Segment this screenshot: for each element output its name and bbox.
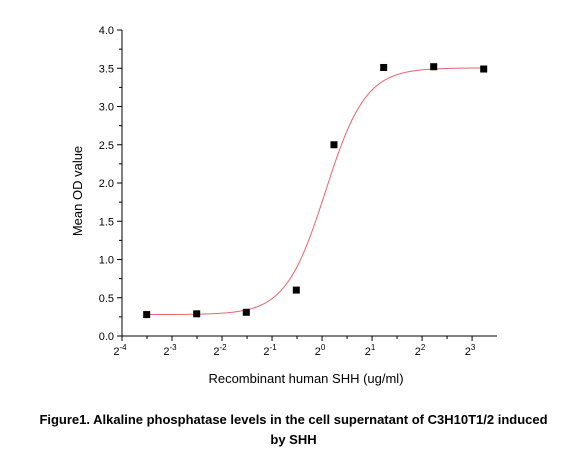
x-tick-label: 2-1 [263,343,277,358]
y-axis-label: Mean OD value [70,146,85,236]
y-axis-ticks: 0.0 0.5 1.0 1.5 2.0 2.5 3.0 3.5 4.0 [99,25,122,343]
data-point [430,63,438,71]
y-tick-label: 2.5 [99,140,114,152]
data-point [330,141,338,149]
y-tick-label: 2.0 [99,178,114,190]
x-tick-label: 2-2 [213,343,227,358]
y-tick-label: 3.5 [99,63,114,75]
x-tick-label: 2-3 [163,343,177,358]
data-point [143,311,151,319]
data-point [292,286,300,294]
axes [121,30,497,337]
x-axis-label: Recombinant human SHH (ug/ml) [208,371,403,386]
caption-line-1: Figure1. Alkaline phosphatase levels in … [39,412,548,427]
chart-area: 0.0 0.5 1.0 1.5 2.0 2.5 3.0 3.5 4.0 2-4 2-3 2-2 2-1… [70,25,497,386]
y-tick-label: 1.0 [99,255,114,267]
figure-caption: Figure1. Alkaline phosphatase levels in … [0,410,587,450]
data-point [480,65,488,73]
y-tick-label: 3.0 [99,102,114,114]
y-tick-label: 0.0 [99,331,114,343]
data-point [242,308,250,316]
y-tick-label: 4.0 [99,25,114,37]
x-tick-label: 22 [415,343,426,358]
y-tick-label: 0.5 [99,293,114,305]
x-axis-ticks: 2-4 2-3 2-2 2-1 20 21 22 23 [113,336,476,358]
fit-curve [144,67,486,316]
data-point [380,63,388,71]
x-tick-label: 21 [365,343,376,358]
caption-line-2: by SHH [270,432,317,447]
x-tick-label: 23 [465,343,476,358]
y-tick-label: 1.5 [99,216,114,228]
data-points [143,63,488,319]
data-point [193,310,201,318]
x-tick-label: 20 [315,343,326,358]
x-tick-label: 2-4 [113,343,127,358]
